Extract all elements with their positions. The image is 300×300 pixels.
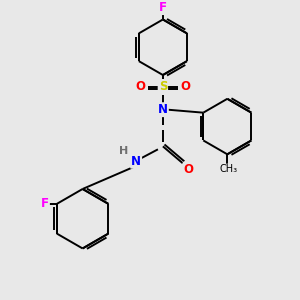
Text: F: F (159, 1, 167, 14)
Text: N: N (158, 103, 168, 116)
Text: F: F (41, 197, 49, 210)
Text: O: O (135, 80, 145, 93)
Text: H: H (118, 146, 128, 156)
Text: O: O (184, 163, 194, 176)
Text: S: S (159, 80, 167, 93)
Text: O: O (181, 80, 191, 93)
Text: CH₃: CH₃ (219, 164, 237, 174)
Text: N: N (131, 155, 141, 168)
